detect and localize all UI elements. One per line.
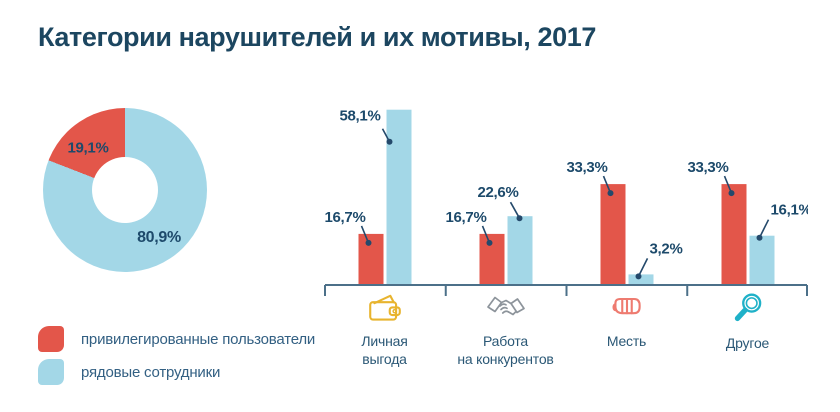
leader-dot-regular-3 [756, 234, 763, 241]
bar-privileged-3 [721, 184, 747, 284]
bar-regular-3 [749, 235, 775, 284]
leader-dot-regular-1 [516, 215, 523, 222]
leader-dot-privileged-0 [365, 239, 372, 246]
leader-dot-privileged-3 [728, 190, 735, 197]
bar-chart: 16,7% 58,1% 16,7% 22,6% 33,3% 3,2% 33,3% 16,1% [324, 108, 809, 296]
category-work-for-competitors: Работа на конкурентов [445, 291, 566, 368]
value-label-regular-2: 3,2% [650, 240, 683, 257]
bar-regular-0 [386, 109, 412, 284]
legend-label-regular: рядовые сотрудники [81, 363, 221, 381]
category-label: Личная выгода [361, 333, 408, 367]
legend-swatch-regular [38, 359, 64, 385]
legend-label-privileged: привилегированные пользователи [81, 330, 316, 348]
value-label-privileged-3: 33,3% [687, 159, 728, 176]
fist-icon [607, 291, 647, 329]
category-personal-gain: Личная выгода [324, 291, 445, 368]
donut-label-privileged: 19,1% [67, 139, 109, 157]
leader-line-privileged-0 [360, 225, 370, 244]
value-label-regular-1: 22,6% [477, 184, 518, 201]
legend-swatch-privileged [38, 326, 64, 352]
leader-dot-regular-0 [386, 138, 393, 145]
leader-line-privileged-3 [723, 175, 733, 194]
category-label: Месть [606, 333, 647, 349]
leader-line-regular-1 [509, 201, 521, 219]
leader-line-regular-3 [758, 219, 770, 239]
bar-privileged-2 [600, 184, 626, 284]
magnifier-icon [729, 291, 767, 329]
donut-label-regular: 80,9% [137, 229, 181, 246]
wallet-icon [366, 291, 404, 329]
leader-dot-regular-2 [635, 273, 642, 280]
leader-line-privileged-1 [481, 225, 491, 244]
value-label-regular-3: 16,1% [771, 202, 809, 219]
legend-item-regular: рядовые сотрудники [38, 359, 315, 385]
value-label-privileged-2: 33,3% [566, 159, 607, 176]
category-revenge: Месть [566, 291, 687, 368]
leader-dot-privileged-1 [486, 239, 493, 246]
bar-regular-2 [628, 274, 654, 284]
category-label: Работа на конкурентов [457, 333, 554, 367]
donut-hole [92, 157, 158, 223]
legend: привилегированные пользователи рядовые с… [38, 326, 315, 392]
leader-line-privileged-2 [602, 175, 612, 194]
category-other: Другое [687, 291, 808, 368]
value-label-regular-0: 58,1% [339, 108, 380, 125]
handshake-icon [485, 291, 527, 329]
donut-chart: 19,1% 80,9% [43, 108, 207, 272]
value-label-privileged-0: 16,7% [324, 209, 365, 226]
leader-line-regular-2 [637, 258, 649, 277]
category-label: Другое [725, 335, 770, 351]
page-title: Категории нарушителей и их мотивы, 2017 [38, 22, 596, 52]
category-axis: Личная выгода Работа на конкурентов [324, 291, 808, 368]
bar-regular-1 [507, 216, 533, 284]
legend-item-privileged: привилегированные пользователи [38, 326, 315, 352]
value-label-privileged-1: 16,7% [445, 209, 486, 226]
leader-dot-privileged-2 [607, 190, 614, 197]
